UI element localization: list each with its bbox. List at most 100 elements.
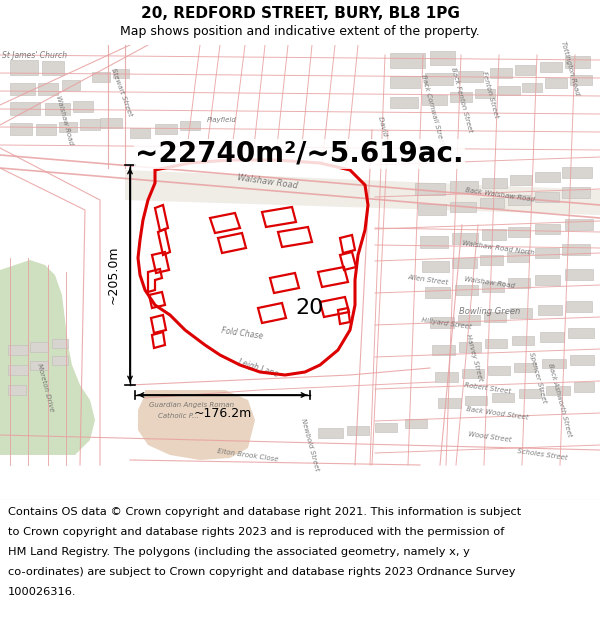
Text: ~22740m²/~5.619ac.: ~22740m²/~5.619ac.	[135, 140, 464, 168]
Bar	[347, 426, 369, 435]
Bar	[482, 178, 507, 188]
Bar	[42, 61, 64, 75]
Text: David Street: David Street	[377, 116, 395, 160]
Bar	[562, 187, 590, 198]
Bar	[542, 359, 566, 368]
Polygon shape	[125, 170, 600, 215]
Bar	[430, 51, 455, 65]
Text: Walshaw Road: Walshaw Road	[464, 276, 515, 289]
Text: Fenton Street: Fenton Street	[481, 71, 499, 119]
Text: Back Walshaw Road: Back Walshaw Road	[465, 187, 535, 203]
Bar	[535, 224, 560, 234]
Text: Back Wood Street: Back Wood Street	[466, 406, 529, 421]
Text: Playfield: Playfield	[207, 117, 237, 123]
Text: co-ordinates) are subject to Crown copyright and database rights 2023 Ordnance S: co-ordinates) are subject to Crown copyr…	[8, 567, 515, 577]
Text: ~205.0m: ~205.0m	[107, 246, 120, 304]
Bar	[490, 68, 512, 78]
Bar	[180, 121, 200, 130]
Bar	[432, 345, 455, 355]
Bar	[452, 258, 477, 268]
Bar	[450, 181, 478, 192]
Text: 20, REDFORD STREET, BURY, BL8 1PG: 20, REDFORD STREET, BURY, BL8 1PG	[140, 6, 460, 21]
Bar	[540, 62, 562, 72]
Text: Scholes Street: Scholes Street	[517, 449, 568, 461]
Bar	[515, 65, 535, 75]
Bar	[10, 102, 40, 115]
Bar	[52, 339, 68, 348]
Bar	[390, 76, 420, 88]
Bar	[568, 328, 594, 338]
Text: to Crown copyright and database rights 2023 and is reproduced with the permissio: to Crown copyright and database rights 2…	[8, 527, 505, 537]
Bar	[92, 72, 110, 82]
Bar	[80, 119, 100, 130]
Bar	[458, 71, 483, 82]
Bar	[562, 244, 590, 255]
Bar	[545, 78, 567, 88]
Bar	[565, 219, 593, 230]
Bar	[438, 398, 461, 408]
Bar	[38, 83, 58, 95]
Text: Harvey Street: Harvey Street	[465, 334, 483, 382]
Bar	[535, 172, 560, 182]
Bar	[455, 285, 478, 295]
Text: Bowling Green: Bowling Green	[460, 308, 521, 316]
Text: Elton Brook Close: Elton Brook Close	[217, 448, 279, 462]
Bar	[420, 236, 448, 248]
Text: Back Fenton Street: Back Fenton Street	[451, 67, 473, 133]
Bar	[10, 123, 32, 135]
Bar	[452, 233, 478, 244]
Bar	[405, 419, 427, 428]
Bar	[59, 122, 77, 132]
Bar	[565, 56, 590, 68]
Bar	[522, 83, 542, 92]
Text: Fold Chase: Fold Chase	[221, 326, 263, 341]
Bar	[574, 382, 594, 392]
Bar	[484, 312, 506, 322]
Text: Map shows position and indicative extent of the property.: Map shows position and indicative extent…	[120, 26, 480, 39]
Text: Back Cornwall Street: Back Cornwall Street	[419, 74, 445, 146]
Bar	[52, 356, 68, 365]
Bar	[485, 339, 507, 348]
Bar	[480, 198, 504, 208]
Bar	[8, 385, 26, 395]
Text: Contains OS data © Crown copyright and database right 2021. This information is : Contains OS data © Crown copyright and d…	[8, 507, 521, 517]
Bar	[62, 80, 80, 90]
Bar	[482, 282, 504, 292]
Text: Tottington Road: Tottington Road	[560, 40, 580, 96]
Bar	[36, 124, 56, 135]
Bar	[418, 204, 446, 215]
Bar	[425, 287, 450, 298]
Bar	[73, 101, 93, 112]
Bar	[465, 396, 487, 405]
Bar	[492, 393, 514, 402]
Bar	[475, 89, 495, 98]
Bar	[113, 69, 129, 78]
Bar	[435, 372, 458, 382]
Bar	[30, 342, 48, 352]
Bar	[562, 167, 592, 178]
Bar	[459, 342, 481, 352]
Text: Walshaw Road North: Walshaw Road North	[461, 240, 535, 256]
Bar	[375, 423, 397, 432]
Text: 100026316.: 100026316.	[8, 587, 77, 597]
Bar	[100, 118, 122, 128]
Polygon shape	[138, 390, 255, 460]
Bar	[10, 60, 38, 75]
Bar	[430, 317, 454, 328]
Bar	[535, 275, 560, 285]
Bar	[155, 124, 177, 134]
Bar	[390, 97, 418, 108]
Bar	[565, 269, 593, 280]
Bar	[535, 248, 559, 258]
Text: Stewart Street: Stewart Street	[110, 67, 133, 117]
Text: Back Ashworth Street: Back Ashworth Street	[547, 362, 573, 438]
Text: Newbold Street: Newbold Street	[300, 418, 320, 472]
Bar	[508, 278, 530, 288]
Text: Moreton Drive: Moreton Drive	[35, 363, 55, 413]
Bar	[130, 128, 150, 138]
Text: St James' Church: St James' Church	[2, 51, 68, 59]
Bar	[508, 195, 530, 205]
Text: Walshaw Road: Walshaw Road	[237, 173, 299, 191]
Bar	[425, 73, 453, 85]
Bar	[8, 345, 28, 355]
